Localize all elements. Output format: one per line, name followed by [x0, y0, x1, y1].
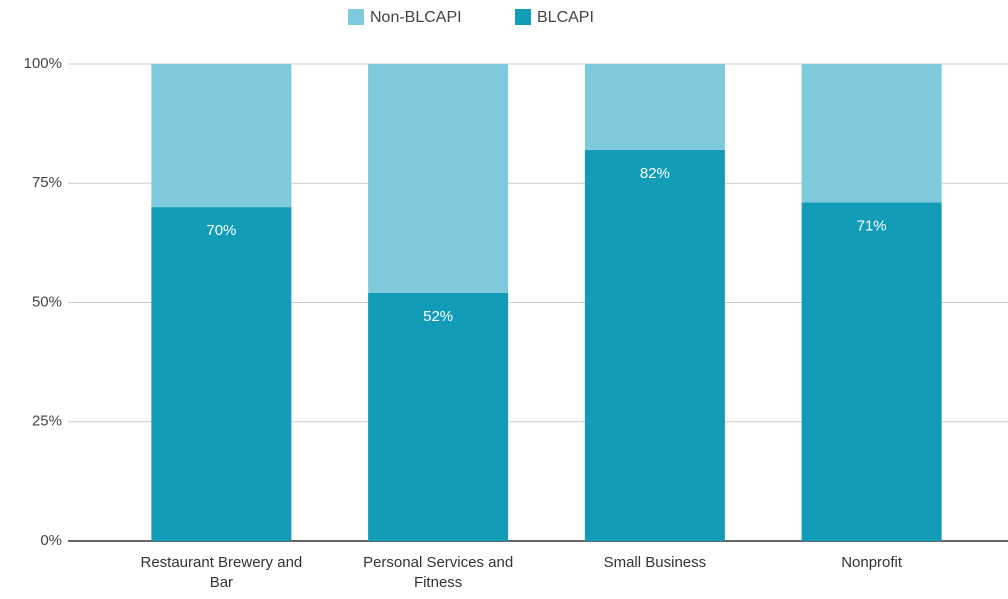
x-tick-label: Personal Services and Fitness: [363, 554, 514, 591]
legend-label: BLCAPI: [537, 9, 594, 26]
value-label: 71%: [857, 217, 887, 234]
bar-segment: [584, 64, 725, 150]
y-tick-label: 50%: [32, 293, 62, 310]
value-label: 82%: [640, 165, 670, 182]
bar-segment: [368, 64, 509, 293]
legend-swatch: [348, 9, 364, 25]
x-tick-label: Restaurant Brewery and Bar: [140, 554, 303, 591]
y-tick-label: 100%: [24, 55, 62, 72]
x-tick-label: Small Business: [603, 554, 707, 571]
value-label: 52%: [423, 308, 453, 325]
bar-segment: [368, 292, 509, 541]
bar-segment: [801, 202, 942, 541]
y-tick-label: 0%: [40, 532, 62, 549]
bar-segment: [151, 207, 292, 541]
x-tick-label: Nonprofit: [841, 554, 903, 571]
value-label: 70%: [206, 222, 236, 239]
legend-label: Non-BLCAPI: [370, 9, 462, 26]
bar-segment: [801, 64, 942, 203]
bar-segment: [584, 149, 725, 542]
legend-swatch: [515, 9, 531, 25]
bar-segment: [151, 64, 292, 208]
y-tick-label: 75%: [32, 174, 62, 191]
y-tick-label: 25%: [32, 413, 62, 430]
